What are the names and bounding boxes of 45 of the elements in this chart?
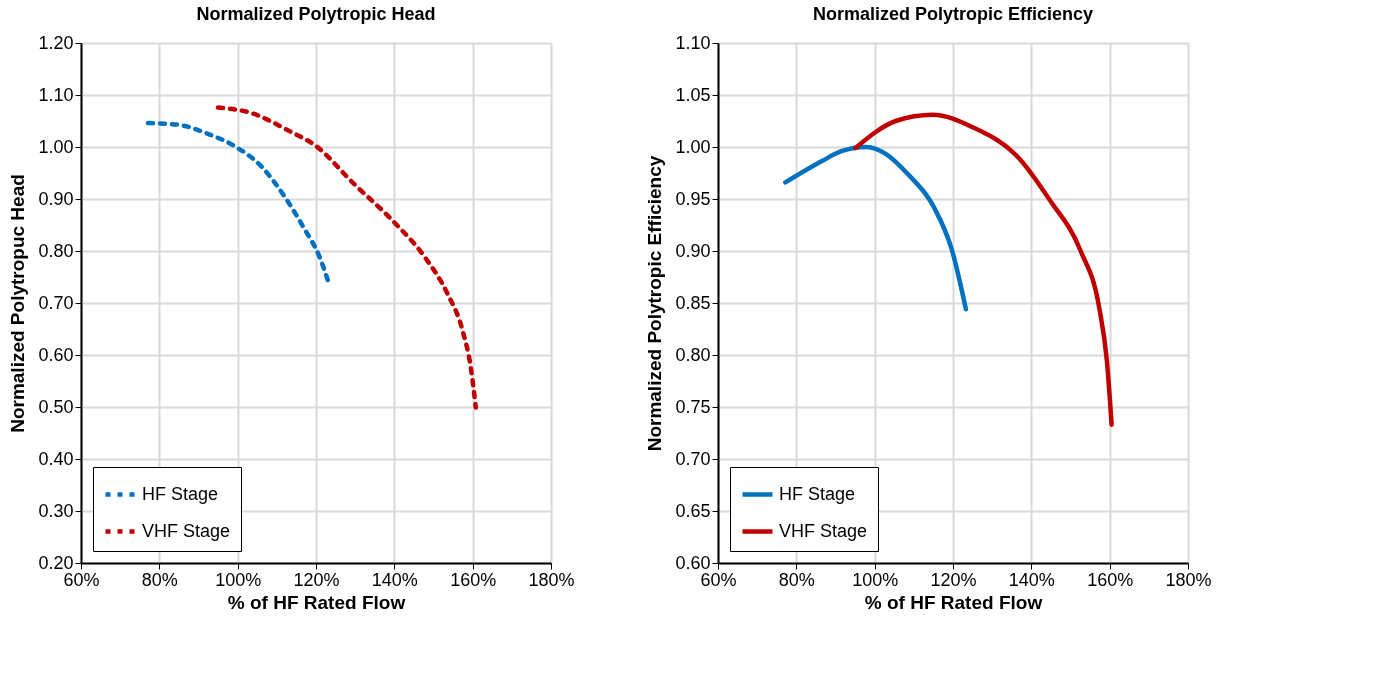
y-axis-title: Normalized Polytropic Efficiency [644, 155, 666, 452]
legend-label: VHF Stage [779, 520, 868, 541]
y-tick-label: 0.40 [38, 448, 74, 469]
y-tick-label: 0.90 [675, 240, 711, 261]
y-tick-label: 0.70 [38, 292, 74, 313]
legend-label: HF Stage [142, 483, 219, 504]
x-tick-label: 140% [371, 569, 418, 590]
chart-title: Normalized Polytropic Efficiency [812, 4, 1094, 24]
y-tick-label: 0.30 [38, 500, 74, 521]
y-tick-label: 1.20 [38, 32, 74, 53]
x-tick-label: 120% [293, 569, 340, 590]
x-tick-label: 100% [215, 569, 262, 590]
y-tick-label: 1.10 [38, 84, 74, 105]
x-tick-label: 160% [450, 569, 497, 590]
x-tick-label: 80% [778, 569, 815, 590]
y-tick-label: 0.75 [675, 396, 711, 417]
x-tick-label: 160% [1087, 569, 1134, 590]
y-tick-label: 1.00 [675, 136, 711, 157]
x-tick-label: 100% [852, 569, 899, 590]
y-tick-label: 0.90 [38, 188, 74, 209]
line-series [215, 105, 479, 410]
y-tick-label: 1.05 [675, 84, 711, 105]
legend-label: HF Stage [779, 483, 856, 504]
y-tick-label: 0.70 [675, 448, 711, 469]
x-axis-title: % of HF Rated Flow [227, 591, 406, 613]
line-series [783, 144, 969, 312]
y-tick-label: 1.00 [38, 136, 74, 157]
x-tick-label: 180% [1165, 569, 1212, 590]
x-tick-label: 180% [528, 569, 575, 590]
y-tick-label: 0.80 [38, 240, 74, 261]
y-tick-label: 1.10 [675, 32, 711, 53]
y-axis-title: Normalized Polytropuc Head [7, 174, 29, 433]
y-tick-label: 0.50 [38, 396, 74, 417]
x-tick-label: 140% [1008, 569, 1055, 590]
x-axis-title: % of HF Rated Flow [864, 591, 1043, 613]
legend-label: VHF Stage [142, 520, 231, 541]
x-tick-label: 80% [141, 569, 178, 590]
y-tick-label: 0.80 [675, 344, 711, 365]
x-tick-label: 120% [930, 569, 977, 590]
y-tick-label: 0.85 [675, 292, 711, 313]
line-series [853, 112, 1114, 427]
y-tick-label: 0.95 [675, 188, 711, 209]
chart-title: Normalized Polytropic Head [196, 4, 436, 24]
y-tick-label: 0.60 [38, 344, 74, 365]
y-tick-label: 0.65 [675, 500, 711, 521]
